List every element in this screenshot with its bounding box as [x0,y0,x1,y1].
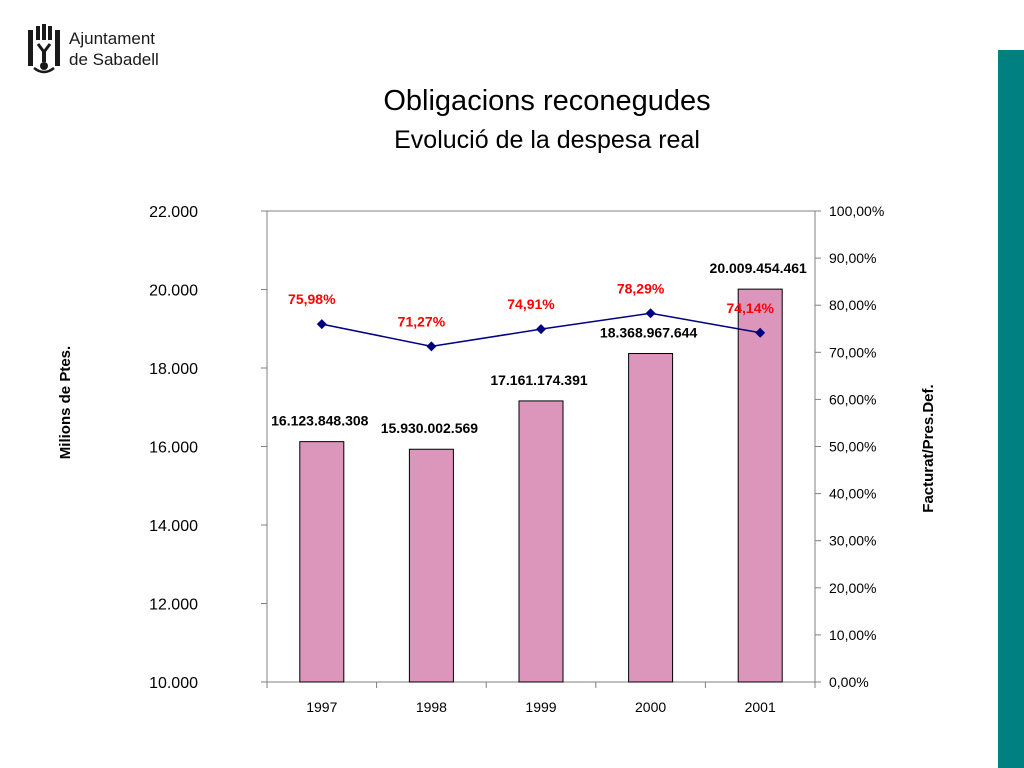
x-tick-label: 1999 [525,699,556,715]
x-tick-label: 1998 [416,699,447,715]
ratio-value-label: 78,29% [617,280,665,296]
ratio-point [426,341,437,352]
bar [628,353,674,683]
y-tick-label: 12.000 [149,597,198,614]
y2-tick-label: 10,00% [829,627,876,643]
bar [299,441,345,683]
y2-tick-label: 70,00% [829,344,876,360]
bar-value-label: 17.161.174.391 [490,372,588,388]
y2-tick-label: 90,00% [829,250,876,266]
ratio-value-label: 71,27% [398,313,446,329]
ratio-point [536,324,546,335]
y2-tick-label: 30,00% [829,533,876,549]
ratio-point [755,327,766,338]
side-accent-bar [998,50,1024,768]
bar-value-label: 15.930.002.569 [381,420,479,436]
bar-value-label: 16.123.848.308 [271,413,369,429]
y-tick-label: 10.000 [149,675,198,692]
y2-tick-label: 60,00% [829,391,876,407]
x-tick-label: 1997 [306,699,337,715]
x-tick-label: 2001 [745,699,776,715]
y-axis-title: Milions de Ptes. [57,346,74,459]
chart-subtitle: Evolució de la despesa real [394,126,700,154]
bar-value-label: 18.368.967.644 [600,325,698,341]
bar [408,448,454,683]
logo: Ajuntament de Sabadell [26,24,186,76]
y-tick-label: 18.000 [149,361,198,378]
y2-tick-label: 0,00% [829,674,869,690]
ratio-point [645,308,656,319]
bar [518,400,564,683]
y-tick-label: 20.000 [149,283,198,300]
x-tick-label: 2000 [635,699,666,715]
y2-axis-title: Facturat/Pres.Def. [920,384,937,512]
logo-line-1: Ajuntament [69,29,155,48]
ratio-point [316,319,327,330]
y2-tick-label: 40,00% [829,486,876,502]
y-tick-label: 22.000 [149,204,198,221]
y-tick-label: 16.000 [149,440,198,457]
ajuntament-shield-icon [28,24,60,74]
logo-line-2: de Sabadell [69,50,159,69]
ratio-value-label: 74,91% [507,296,555,312]
y2-tick-label: 20,00% [829,580,876,596]
bar-value-label: 20.009.454.461 [710,260,808,276]
ratio-value-label: 74,14% [726,300,774,316]
ratio-value-label: 75,98% [288,291,336,307]
y2-tick-label: 100,00% [829,203,884,219]
chart-title: Obligacions reconegudes [383,85,711,117]
y-tick-label: 14.000 [149,518,198,535]
logo-text: Ajuntament de Sabadell [69,28,159,70]
y2-tick-label: 50,00% [829,439,876,455]
bar [737,288,783,683]
y2-tick-label: 80,00% [829,297,876,313]
